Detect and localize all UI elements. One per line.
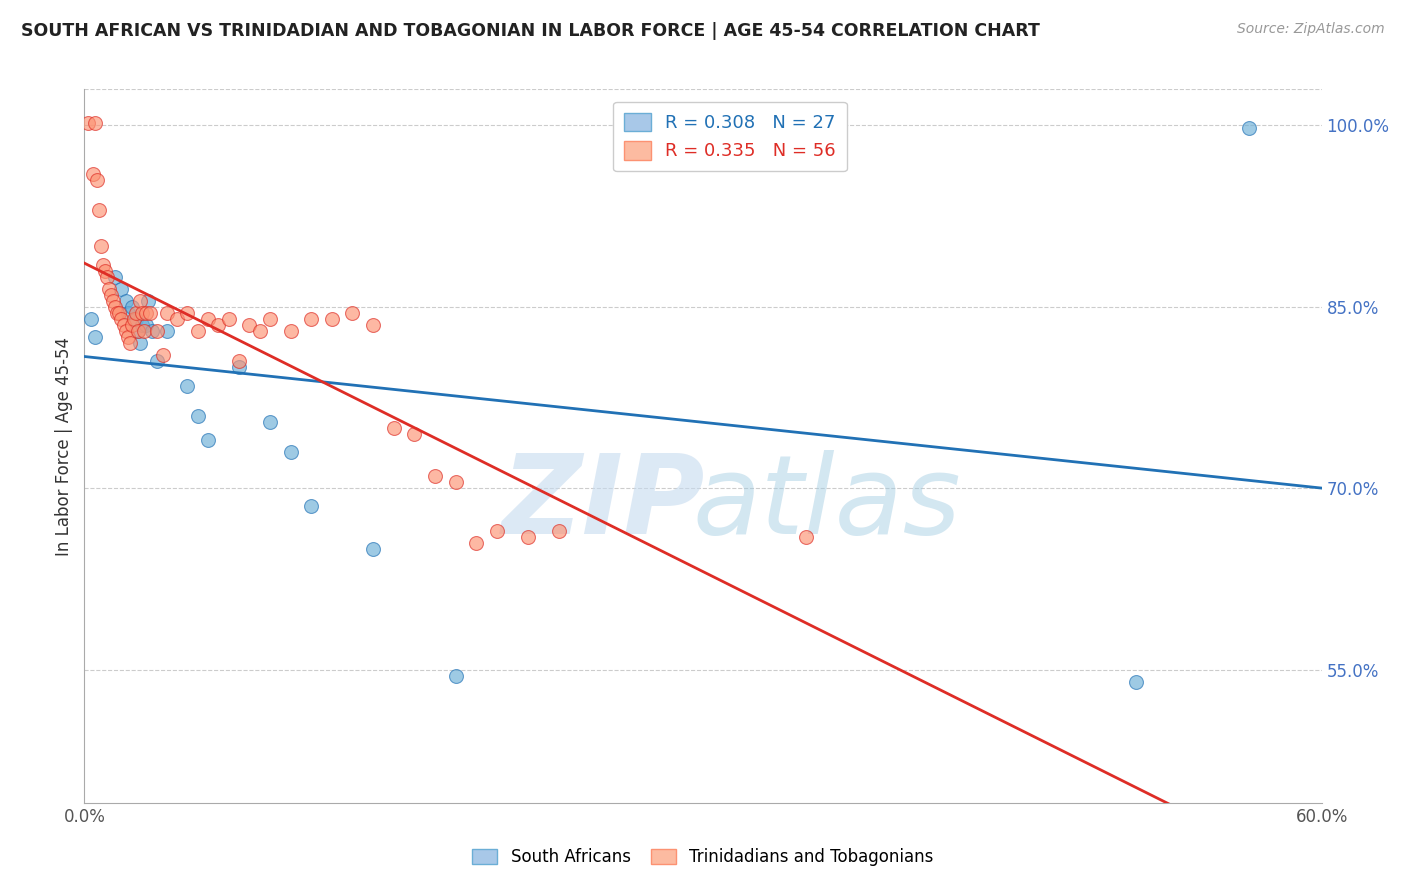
- Point: [139, 306, 162, 320]
- Point: [547, 524, 569, 538]
- Point: [145, 324, 167, 338]
- Point: [104, 269, 127, 284]
- Point: [83, 116, 105, 130]
- Point: [127, 324, 149, 338]
- Point: [118, 336, 141, 351]
- Point: [197, 312, 219, 326]
- Point: [129, 336, 152, 351]
- Text: SOUTH AFRICAN VS TRINIDADIAN AND TOBAGONIAN IN LABOR FORCE | AGE 45-54 CORRELATI: SOUTH AFRICAN VS TRINIDADIAN AND TOBAGON…: [21, 22, 1040, 40]
- Point: [404, 426, 426, 441]
- Point: [516, 530, 538, 544]
- Point: [87, 203, 110, 218]
- Point: [110, 312, 132, 326]
- Point: [228, 360, 250, 375]
- Point: [131, 318, 153, 332]
- Point: [86, 173, 108, 187]
- Point: [110, 282, 132, 296]
- Point: [98, 282, 121, 296]
- Point: [361, 318, 384, 332]
- Legend: R = 0.308   N = 27, R = 0.335   N = 56: R = 0.308 N = 27, R = 0.335 N = 56: [613, 102, 846, 171]
- Point: [103, 293, 125, 308]
- Point: [423, 469, 446, 483]
- Point: [187, 324, 209, 338]
- Point: [112, 318, 135, 332]
- Point: [134, 324, 156, 338]
- Point: [1239, 120, 1261, 135]
- Point: [135, 306, 157, 320]
- Point: [121, 318, 143, 332]
- Point: [197, 433, 219, 447]
- Point: [152, 348, 174, 362]
- Point: [100, 288, 122, 302]
- Point: [91, 258, 114, 272]
- Point: [187, 409, 209, 423]
- Point: [1125, 674, 1147, 689]
- Point: [117, 330, 139, 344]
- Point: [79, 312, 101, 326]
- Point: [135, 318, 157, 332]
- Point: [108, 306, 131, 320]
- Point: [238, 318, 260, 332]
- Point: [104, 300, 127, 314]
- Point: [228, 354, 250, 368]
- Point: [166, 312, 188, 326]
- Text: ZIP: ZIP: [502, 450, 706, 557]
- Point: [125, 312, 148, 326]
- Point: [485, 524, 508, 538]
- Point: [465, 535, 488, 549]
- Point: [176, 378, 198, 392]
- Y-axis label: In Labor Force | Age 45-54: In Labor Force | Age 45-54: [55, 336, 73, 556]
- Point: [794, 530, 817, 544]
- Point: [94, 263, 117, 277]
- Legend: South Africans, Trinidadians and Tobagonians: South Africans, Trinidadians and Tobagon…: [464, 840, 942, 875]
- Point: [299, 500, 322, 514]
- Point: [321, 312, 343, 326]
- Point: [444, 669, 467, 683]
- Text: Source: ZipAtlas.com: Source: ZipAtlas.com: [1237, 22, 1385, 37]
- Point: [83, 330, 105, 344]
- Point: [121, 300, 143, 314]
- Point: [96, 269, 118, 284]
- Point: [444, 475, 467, 490]
- Point: [125, 306, 148, 320]
- Point: [249, 324, 271, 338]
- Point: [259, 415, 281, 429]
- Point: [90, 239, 112, 253]
- Point: [259, 312, 281, 326]
- Point: [218, 312, 240, 326]
- Point: [105, 306, 128, 320]
- Point: [280, 445, 302, 459]
- Point: [127, 324, 149, 338]
- Point: [114, 293, 136, 308]
- Point: [299, 312, 322, 326]
- Point: [141, 324, 163, 338]
- Point: [122, 312, 145, 326]
- Point: [156, 306, 179, 320]
- Point: [114, 324, 136, 338]
- Point: [207, 318, 229, 332]
- Text: atlas: atlas: [692, 450, 962, 557]
- Point: [77, 116, 100, 130]
- Point: [131, 306, 153, 320]
- Point: [117, 306, 139, 320]
- Point: [280, 324, 302, 338]
- Point: [156, 324, 179, 338]
- Point: [136, 293, 159, 308]
- Point: [382, 421, 405, 435]
- Point: [176, 306, 198, 320]
- Point: [145, 354, 167, 368]
- Point: [361, 541, 384, 556]
- Point: [82, 167, 104, 181]
- Point: [342, 306, 364, 320]
- Point: [129, 293, 152, 308]
